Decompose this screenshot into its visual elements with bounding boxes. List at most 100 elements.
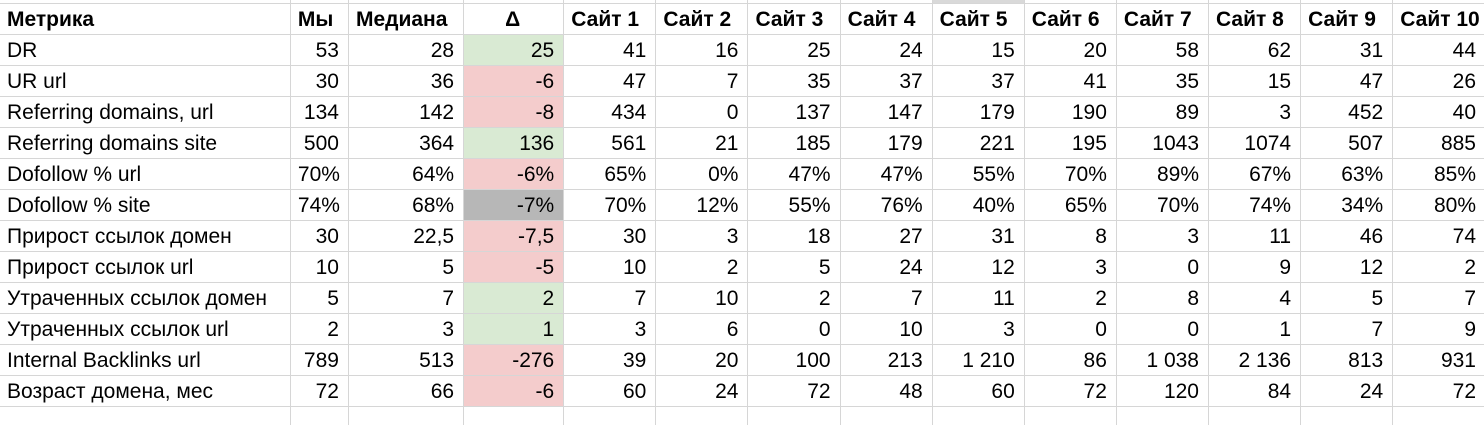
- site-value-cell[interactable]: 7: [563, 282, 657, 314]
- site-value-cell[interactable]: 35: [747, 65, 841, 97]
- site-value-cell[interactable]: 35: [1115, 65, 1210, 97]
- site-value-cell[interactable]: 40: [1392, 96, 1484, 128]
- site-value-cell[interactable]: 24: [1300, 375, 1394, 407]
- median-value-cell[interactable]: 68%: [347, 189, 465, 221]
- site-value-cell[interactable]: 65%: [1023, 189, 1117, 221]
- column-header-site4[interactable]: Сайт 4: [839, 3, 933, 35]
- site-value-cell[interactable]: 120: [1115, 375, 1210, 407]
- site-value-cell[interactable]: 147: [839, 96, 933, 128]
- site-value-cell[interactable]: 70%: [1115, 189, 1210, 221]
- us-value-cell[interactable]: 789: [289, 344, 349, 376]
- site-value-cell[interactable]: 2: [747, 282, 841, 314]
- column-header-us[interactable]: Мы: [289, 3, 349, 35]
- site-value-cell[interactable]: 11: [931, 282, 1025, 314]
- metric-name-cell[interactable]: DR: [0, 34, 291, 66]
- median-value-cell[interactable]: 66: [347, 375, 465, 407]
- site-value-cell[interactable]: 37: [839, 65, 933, 97]
- median-value-cell[interactable]: 22,5: [347, 220, 465, 252]
- site-value-cell[interactable]: 58: [1115, 34, 1210, 66]
- site-value-cell[interactable]: 15: [1207, 65, 1302, 97]
- column-header-site8[interactable]: Сайт 8: [1207, 3, 1302, 35]
- site-value-cell[interactable]: 60: [563, 375, 657, 407]
- site-value-cell[interactable]: 62: [1207, 34, 1302, 66]
- site-value-cell[interactable]: 195: [1023, 127, 1117, 159]
- site-value-cell[interactable]: 20: [1023, 34, 1117, 66]
- site-value-cell[interactable]: 7: [839, 282, 933, 314]
- site-value-cell[interactable]: 885: [1392, 127, 1484, 159]
- median-value-cell[interactable]: 364: [347, 127, 465, 159]
- site-value-cell[interactable]: 2: [1392, 251, 1484, 283]
- us-value-cell[interactable]: 53: [289, 34, 349, 66]
- column-header-median[interactable]: Медиана: [347, 3, 465, 35]
- delta-value-cell[interactable]: -276: [463, 344, 565, 376]
- site-value-cell[interactable]: 1 210: [931, 344, 1025, 376]
- site-value-cell[interactable]: 24: [839, 34, 933, 66]
- column-header-site2[interactable]: Сайт 2: [655, 3, 749, 35]
- metric-name-cell[interactable]: Referring domains, url: [0, 96, 291, 128]
- site-value-cell[interactable]: 84: [1207, 375, 1302, 407]
- site-value-cell[interactable]: 76%: [839, 189, 933, 221]
- site-value-cell[interactable]: 3: [1115, 220, 1210, 252]
- site-value-cell[interactable]: 72: [1392, 375, 1484, 407]
- site-value-cell[interactable]: 27: [839, 220, 933, 252]
- site-value-cell[interactable]: 80%: [1392, 189, 1484, 221]
- metric-name-cell[interactable]: Прирост ссылок домен: [0, 220, 291, 252]
- median-value-cell[interactable]: 513: [347, 344, 465, 376]
- metric-name-cell[interactable]: Dofollow % url: [0, 158, 291, 190]
- site-value-cell[interactable]: 185: [747, 127, 841, 159]
- site-value-cell[interactable]: 8: [1023, 220, 1117, 252]
- column-header-metric[interactable]: Метрика: [0, 3, 291, 35]
- column-header-delta[interactable]: Δ: [463, 3, 565, 35]
- site-value-cell[interactable]: 24: [839, 251, 933, 283]
- site-value-cell[interactable]: 0: [747, 313, 841, 345]
- median-value-cell[interactable]: 64%: [347, 158, 465, 190]
- site-value-cell[interactable]: 507: [1300, 127, 1394, 159]
- metric-name-cell[interactable]: Прирост ссылок url: [0, 251, 291, 283]
- site-value-cell[interactable]: 41: [563, 34, 657, 66]
- site-value-cell[interactable]: 48: [839, 375, 933, 407]
- site-value-cell[interactable]: 2: [1023, 282, 1117, 314]
- metric-name-cell[interactable]: Возраст домена, мес: [0, 375, 291, 407]
- site-value-cell[interactable]: 70%: [1023, 158, 1117, 190]
- column-header-site1[interactable]: Сайт 1: [563, 3, 657, 35]
- site-value-cell[interactable]: 41: [1023, 65, 1117, 97]
- median-value-cell[interactable]: 28: [347, 34, 465, 66]
- delta-value-cell[interactable]: -6%: [463, 158, 565, 190]
- site-value-cell[interactable]: 0%: [655, 158, 749, 190]
- site-value-cell[interactable]: 9: [1392, 313, 1484, 345]
- site-value-cell[interactable]: 89: [1115, 96, 1210, 128]
- delta-value-cell[interactable]: -8: [463, 96, 565, 128]
- site-value-cell[interactable]: 100: [747, 344, 841, 376]
- site-value-cell[interactable]: 1 038: [1115, 344, 1210, 376]
- site-value-cell[interactable]: 86: [1023, 344, 1117, 376]
- column-header-site9[interactable]: Сайт 9: [1300, 3, 1394, 35]
- site-value-cell[interactable]: 39: [563, 344, 657, 376]
- site-value-cell[interactable]: 9: [1207, 251, 1302, 283]
- site-value-cell[interactable]: 26: [1392, 65, 1484, 97]
- site-value-cell[interactable]: 34%: [1300, 189, 1394, 221]
- site-value-cell[interactable]: 65%: [563, 158, 657, 190]
- site-value-cell[interactable]: 46: [1300, 220, 1394, 252]
- site-value-cell[interactable]: 20: [655, 344, 749, 376]
- site-value-cell[interactable]: 21: [655, 127, 749, 159]
- site-value-cell[interactable]: 190: [1023, 96, 1117, 128]
- delta-value-cell[interactable]: 1: [463, 313, 565, 345]
- us-value-cell[interactable]: 5: [289, 282, 349, 314]
- site-value-cell[interactable]: 561: [563, 127, 657, 159]
- site-value-cell[interactable]: 47%: [839, 158, 933, 190]
- site-value-cell[interactable]: 85%: [1392, 158, 1484, 190]
- column-header-site7[interactable]: Сайт 7: [1115, 3, 1210, 35]
- site-value-cell[interactable]: 1: [1207, 313, 1302, 345]
- site-value-cell[interactable]: 7: [655, 65, 749, 97]
- site-value-cell[interactable]: 179: [931, 96, 1025, 128]
- metric-name-cell[interactable]: Утраченных ссылок домен: [0, 282, 291, 314]
- site-value-cell[interactable]: 179: [839, 127, 933, 159]
- site-value-cell[interactable]: 18: [747, 220, 841, 252]
- site-value-cell[interactable]: 16: [655, 34, 749, 66]
- site-value-cell[interactable]: 8: [1115, 282, 1210, 314]
- site-value-cell[interactable]: 10: [655, 282, 749, 314]
- site-value-cell[interactable]: 2: [655, 251, 749, 283]
- site-value-cell[interactable]: 931: [1392, 344, 1484, 376]
- us-value-cell[interactable]: 70%: [289, 158, 349, 190]
- median-value-cell[interactable]: 36: [347, 65, 465, 97]
